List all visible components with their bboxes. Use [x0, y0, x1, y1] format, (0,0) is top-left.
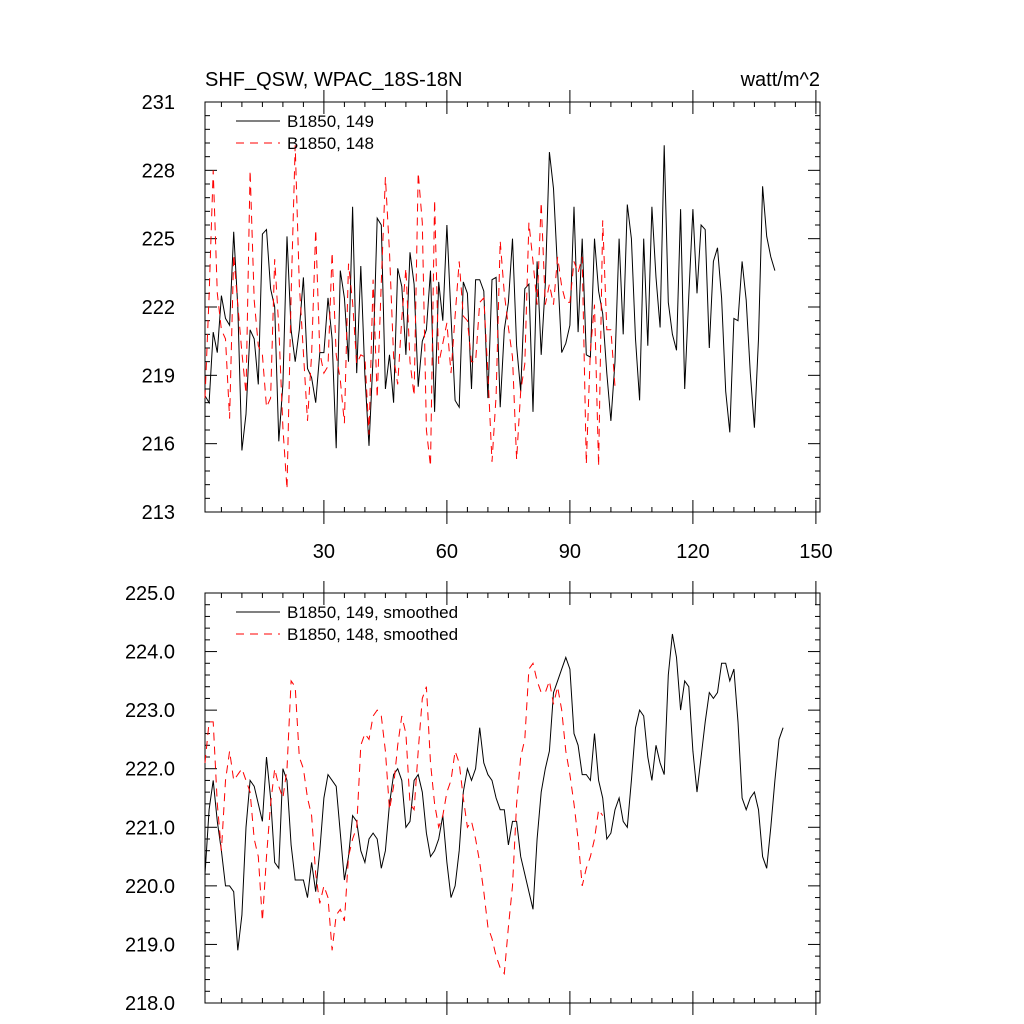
top-ytick-label: 228 — [142, 160, 175, 182]
top-xtick-label: 60 — [436, 541, 458, 563]
top-chart-units: watt/m^2 — [740, 69, 820, 91]
bottom-series-line-148 — [204, 662, 604, 976]
bottom-ytick-label: 225.0 — [125, 583, 175, 605]
bottom-ytick-label: 219.0 — [125, 934, 175, 956]
top-series-line-149 — [204, 145, 776, 451]
top-plot: 30 60 90 120 150 213 216 219 222 225 228 231 — [142, 90, 833, 563]
top-legend-label-149: B1850, 149 — [287, 112, 374, 131]
bottom-legend: B1850, 149, smoothed B1850, 148, smoothe… — [236, 603, 458, 644]
top-chart-title: SHF_QSW, WPAC_18S-18N — [205, 69, 462, 91]
bottom-series-line-149 — [204, 633, 784, 951]
bottom-plot-frame — [204, 592, 821, 1004]
bottom-legend-label-149: B1850, 149, smoothed — [287, 603, 458, 622]
top-series-line-148 — [204, 145, 616, 490]
top-ytick-label: 225 — [142, 229, 175, 251]
top-xtick-label: 90 — [559, 541, 581, 563]
top-ytick-label: 231 — [142, 92, 175, 114]
bottom-plot: 218.0 219.0 220.0 221.0 222.0 223.0 224.0 225.0 — [125, 581, 821, 1015]
bottom-ytick-label: 222.0 — [125, 759, 175, 781]
top-ytick-label: 222 — [142, 297, 175, 319]
top-ytick-label: 216 — [142, 434, 175, 456]
top-xtick-label: 150 — [799, 541, 832, 563]
bottom-legend-label-148: B1850, 148, smoothed — [287, 625, 458, 644]
top-ytick-label: 213 — [142, 502, 175, 524]
top-plot-frame — [204, 101, 821, 513]
top-legend-label-148: B1850, 148 — [287, 134, 374, 153]
top-xtick-label: 30 — [313, 541, 335, 563]
bottom-ytick-label: 221.0 — [125, 817, 175, 839]
bottom-ytick-label: 218.0 — [125, 993, 175, 1015]
top-ytick-label: 219 — [142, 365, 175, 387]
top-xtick-label: 120 — [676, 541, 709, 563]
top-legend: B1850, 149 B1850, 148 — [236, 112, 374, 153]
bottom-ytick-label: 220.0 — [125, 876, 175, 898]
bottom-ytick-label: 224.0 — [125, 642, 175, 664]
bottom-ytick-label: 223.0 — [125, 700, 175, 722]
